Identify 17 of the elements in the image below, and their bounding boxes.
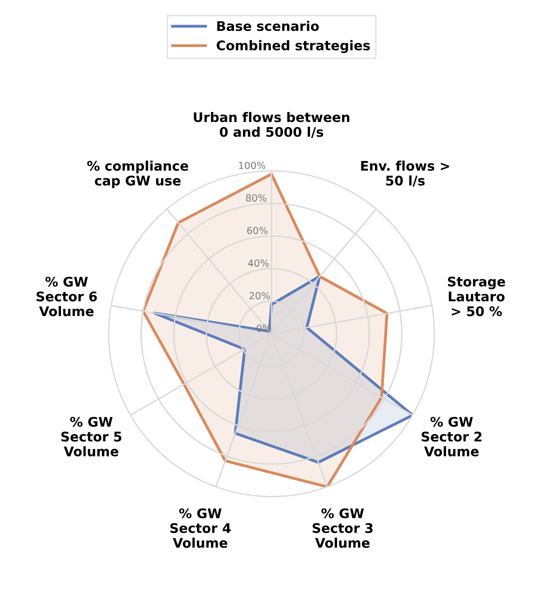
- spoke-label: Urban flows between 0 and 5000 l/s: [194, 112, 350, 138]
- spoke-label: Storage Lautaro > 50 %: [448, 276, 506, 316]
- spoke-label: % GW Sector 4 Volume: [170, 508, 231, 548]
- legend-label: Combined strategies: [216, 40, 370, 54]
- legend-label: Base scenario: [217, 20, 319, 32]
- y-tick-label: 20%: [249, 292, 270, 300]
- y-tick-label: 100%: [239, 162, 266, 170]
- spoke-label: % GW Sector 6 Volume: [36, 276, 97, 316]
- spoke-label: % GW Sector 3 Volume: [312, 508, 373, 548]
- spoke-label: Env. flows > 50 l/s: [361, 160, 450, 187]
- y-tick-label: 40%: [248, 259, 269, 267]
- spoke-label: % compliance cap GW use: [87, 160, 188, 188]
- spoke-label: % GW Sector 5 Volume: [61, 416, 122, 456]
- y-tick-label: 60%: [247, 226, 268, 234]
- spoke-label: % GW Sector 2 Volume: [422, 416, 482, 456]
- y-tick-label: 80%: [246, 194, 266, 202]
- y-tick-label: 0%: [256, 324, 271, 332]
